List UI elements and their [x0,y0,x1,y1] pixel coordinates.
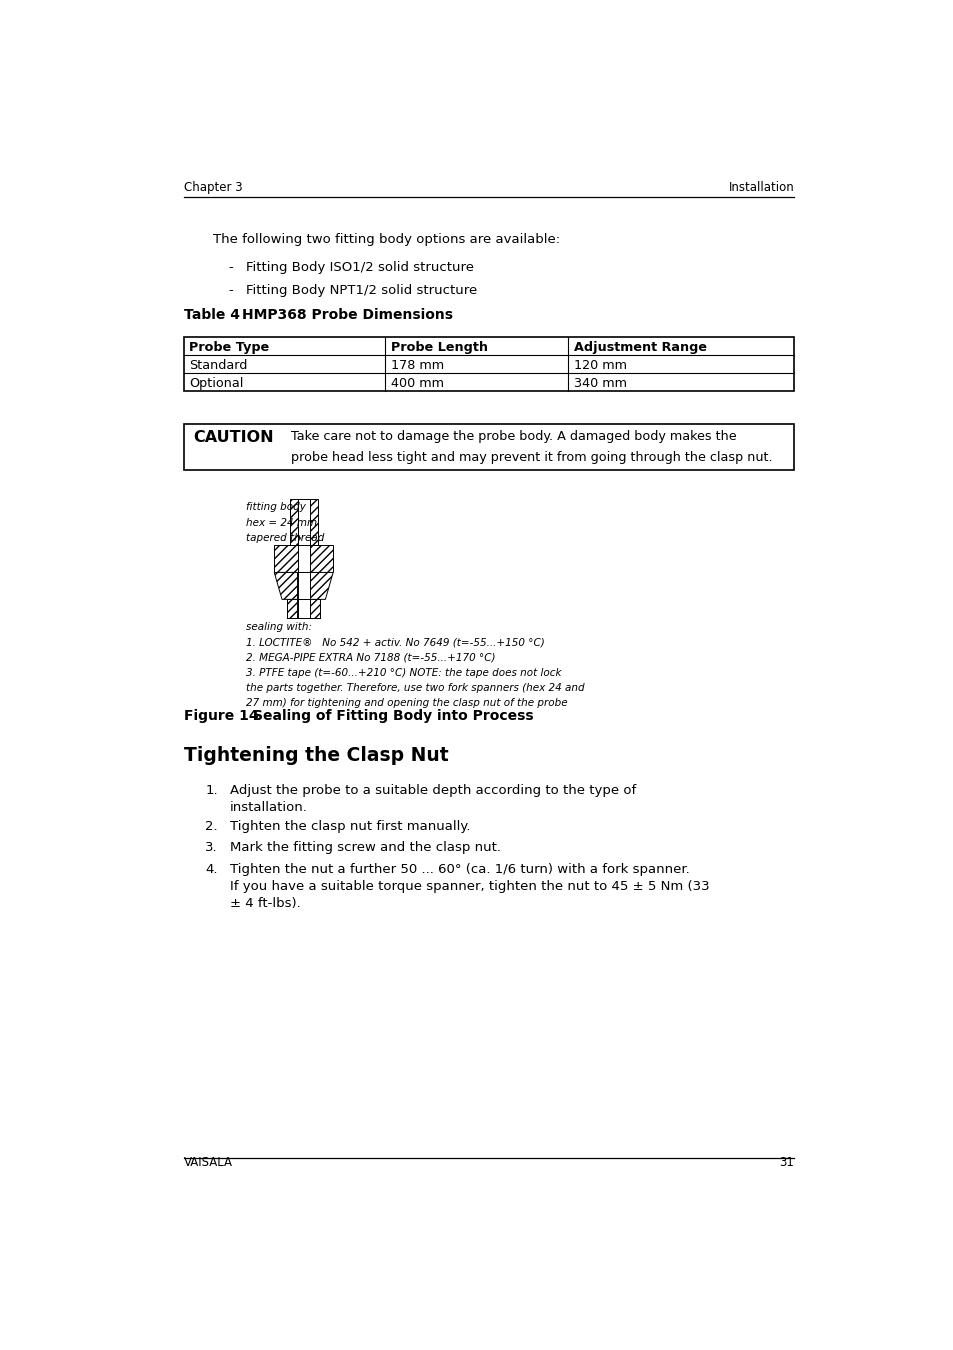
Text: Tighten the clasp nut first manually.: Tighten the clasp nut first manually. [230,819,470,833]
Text: 31: 31 [779,1156,794,1169]
Text: Optional: Optional [189,377,243,390]
Bar [310,500,317,545]
Polygon shape [310,572,333,599]
Bar [297,599,310,618]
Bar [310,545,321,551]
Text: The following two fitting body options are available:: The following two fitting body options a… [213,232,559,246]
Text: 120 mm: 120 mm [573,359,626,371]
Text: 3.: 3. [205,841,217,855]
Text: 340 mm: 340 mm [573,377,626,390]
Text: tapered thread: tapered thread [245,533,324,543]
Text: Installation: Installation [728,181,794,194]
Text: Adjustment Range: Adjustment Range [573,340,706,354]
Text: 1. LOCTITE®   No 542 + activ. No 7649 (t=-55...+150 °C): 1. LOCTITE® No 542 + activ. No 7649 (t=-… [245,637,544,648]
Text: sealing with:: sealing with: [245,622,312,632]
Text: fitting body: fitting body [245,502,305,513]
Text: Probe Type: Probe Type [189,340,269,354]
Text: 178 mm: 178 mm [390,359,443,371]
Text: 3. PTFE tape (t=-60...+210 °C) NOTE: the tape does not lock: 3. PTFE tape (t=-60...+210 °C) NOTE: the… [245,667,560,678]
Bar [287,599,297,618]
Text: CAUTION: CAUTION [193,429,274,446]
Bar [274,545,297,572]
Bar [183,424,794,470]
Bar [297,545,310,572]
Text: -: - [229,261,233,274]
Bar [286,545,297,551]
Text: the parts together. Therefore, use two fork spanners (hex 24 and: the parts together. Therefore, use two f… [245,683,583,693]
Text: HMP368 Probe Dimensions: HMP368 Probe Dimensions [241,308,453,323]
Bar [297,572,310,599]
Text: Chapter 3: Chapter 3 [183,181,242,194]
Bar [297,545,310,551]
Text: Tightening the Clasp Nut: Tightening the Clasp Nut [183,745,448,764]
Bar [310,599,319,618]
Text: hex = 24 mm: hex = 24 mm [245,518,316,528]
Text: Fitting Body NPT1/2 solid structure: Fitting Body NPT1/2 solid structure [245,284,476,297]
Text: -: - [229,284,233,297]
Text: 2.: 2. [205,819,217,833]
Text: Probe Length: Probe Length [390,340,487,354]
Text: Table 4: Table 4 [183,308,239,323]
Text: Tighten the nut a further 50 ... 60° (ca. 1/6 turn) with a fork spanner.
If you : Tighten the nut a further 50 ... 60° (ca… [230,863,709,910]
Text: Adjust the probe to a suitable depth according to the type of
installation.: Adjust the probe to a suitable depth acc… [230,784,636,814]
Text: 4.: 4. [205,863,217,876]
Bar [310,545,333,572]
Text: VAISALA: VAISALA [183,1156,233,1169]
Text: Standard: Standard [189,359,247,371]
Polygon shape [274,572,297,599]
Text: Take care not to damage the probe body. A damaged body makes the: Take care not to damage the probe body. … [291,429,736,443]
Bar [290,500,297,545]
Text: Figure 14: Figure 14 [183,709,258,722]
Text: Mark the fitting screw and the clasp nut.: Mark the fitting screw and the clasp nut… [230,841,500,855]
Text: 1.: 1. [205,784,217,796]
Text: 2. MEGA-PIPE EXTRA No 7188 (t=-55...+170 °C): 2. MEGA-PIPE EXTRA No 7188 (t=-55...+170… [245,652,495,663]
Text: probe head less tight and may prevent it from going through the clasp nut.: probe head less tight and may prevent it… [291,451,771,464]
Text: Sealing of Fitting Body into Process: Sealing of Fitting Body into Process [253,709,534,722]
Text: 400 mm: 400 mm [390,377,443,390]
Bar [183,336,794,391]
Bar [297,500,310,545]
Text: 27 mm) for tightening and opening the clasp nut of the probe: 27 mm) for tightening and opening the cl… [245,698,567,707]
Text: Fitting Body ISO1/2 solid structure: Fitting Body ISO1/2 solid structure [245,261,473,274]
